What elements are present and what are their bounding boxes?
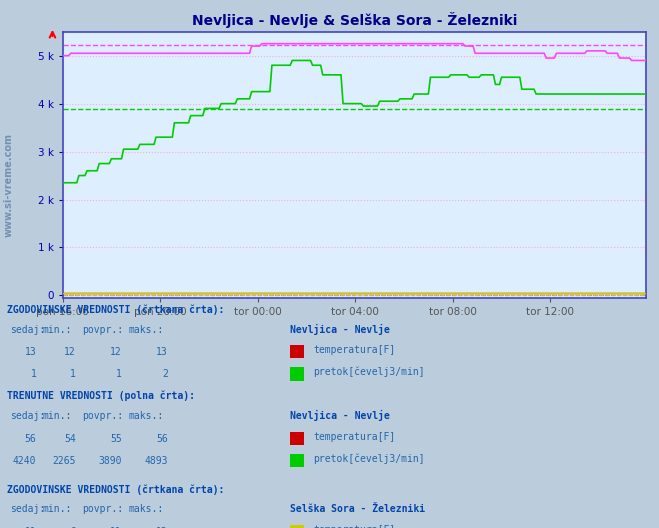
Text: 11: 11: [110, 526, 122, 528]
Text: 55: 55: [110, 433, 122, 444]
Text: maks.:: maks.:: [129, 411, 163, 421]
Text: ZGODOVINSKE VREDNOSTI (črtkana črta):: ZGODOVINSKE VREDNOSTI (črtkana črta):: [7, 484, 224, 495]
Text: 12: 12: [110, 347, 122, 357]
Text: temperatura[F]: temperatura[F]: [313, 525, 395, 528]
Text: 12: 12: [64, 347, 76, 357]
Text: 2265: 2265: [52, 456, 76, 466]
FancyBboxPatch shape: [290, 367, 304, 381]
Text: sedaj:: sedaj:: [10, 325, 45, 335]
Text: pretok[čevelj3/min]: pretok[čevelj3/min]: [313, 454, 424, 464]
Text: 13: 13: [156, 347, 168, 357]
Text: 13: 13: [156, 526, 168, 528]
Text: min.:: min.:: [43, 411, 72, 421]
Text: temperatura[F]: temperatura[F]: [313, 432, 395, 442]
Text: sedaj:: sedaj:: [10, 411, 45, 421]
Text: Selška Sora - Železniki: Selška Sora - Železniki: [290, 504, 425, 514]
Text: 4893: 4893: [144, 456, 168, 466]
Text: 54: 54: [64, 433, 76, 444]
FancyBboxPatch shape: [290, 454, 304, 467]
Text: povpr.:: povpr.:: [82, 411, 123, 421]
Text: 56: 56: [156, 433, 168, 444]
FancyBboxPatch shape: [290, 345, 304, 359]
Text: maks.:: maks.:: [129, 504, 163, 514]
Text: Nevljica - Nevlje: Nevljica - Nevlje: [290, 324, 390, 335]
Text: povpr.:: povpr.:: [82, 325, 123, 335]
Text: 11: 11: [24, 526, 36, 528]
Text: www.si-vreme.com: www.si-vreme.com: [3, 133, 14, 237]
Text: TRENUTNE VREDNOSTI (polna črta):: TRENUTNE VREDNOSTI (polna črta):: [7, 391, 194, 401]
Text: 2: 2: [162, 369, 168, 379]
Text: 1: 1: [70, 369, 76, 379]
Text: 3890: 3890: [98, 456, 122, 466]
FancyBboxPatch shape: [290, 525, 304, 528]
Text: pretok[čevelj3/min]: pretok[čevelj3/min]: [313, 367, 424, 378]
FancyBboxPatch shape: [290, 431, 304, 445]
Text: 1: 1: [116, 369, 122, 379]
Text: povpr.:: povpr.:: [82, 504, 123, 514]
Text: 13: 13: [24, 347, 36, 357]
Text: 9: 9: [70, 526, 76, 528]
Text: maks.:: maks.:: [129, 325, 163, 335]
Text: sedaj:: sedaj:: [10, 504, 45, 514]
Text: ZGODOVINSKE VREDNOSTI (črtkana črta):: ZGODOVINSKE VREDNOSTI (črtkana črta):: [7, 305, 224, 315]
Text: 56: 56: [24, 433, 36, 444]
Text: min.:: min.:: [43, 325, 72, 335]
Text: temperatura[F]: temperatura[F]: [313, 345, 395, 355]
Title: Nevljica - Nevlje & Selška Sora - Železniki: Nevljica - Nevlje & Selška Sora - Železn…: [192, 12, 517, 28]
Text: 4240: 4240: [13, 456, 36, 466]
Text: 1: 1: [30, 369, 36, 379]
Text: Nevljica - Nevlje: Nevljica - Nevlje: [290, 410, 390, 421]
Text: min.:: min.:: [43, 504, 72, 514]
